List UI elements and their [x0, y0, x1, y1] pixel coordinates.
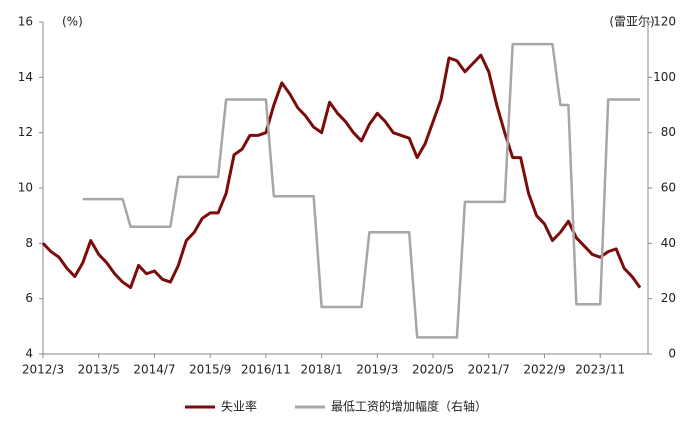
x-tick-label: 2016/11 — [241, 363, 291, 377]
y-tick-label: 6 — [25, 291, 33, 305]
y2-tick-label: 20 — [661, 291, 676, 305]
x-tick-label: 2014/7 — [133, 363, 175, 377]
x-tick-label: 2021/7 — [468, 363, 510, 377]
x-tick-label: 2018/1 — [301, 363, 343, 377]
x-tick-label: 2022/9 — [523, 363, 565, 377]
x-tick-label: 2019/3 — [356, 363, 398, 377]
y2-tick-label: 60 — [661, 181, 676, 195]
y-tick-label: 10 — [18, 181, 33, 195]
y2-tick-label: 0 — [668, 347, 676, 361]
y-tick-label: 4 — [25, 347, 33, 361]
y2-tick-label: 80 — [661, 125, 676, 139]
y-tick-label: 12 — [18, 125, 33, 139]
y2-tick-label: 40 — [661, 236, 676, 250]
x-tick-label: 2015/9 — [189, 363, 231, 377]
y-unit: (%) — [62, 15, 83, 29]
y2-tick-label: 120 — [653, 15, 676, 29]
legend-label: 最低工资的增加幅度（右轴） — [331, 399, 487, 414]
y2-unit: (雷亚尔) — [609, 14, 654, 29]
y-tick-label: 16 — [18, 15, 33, 29]
x-tick-label: 2023/11 — [575, 363, 625, 377]
y2-tick-label: 100 — [653, 70, 676, 84]
x-tick-label: 2013/5 — [78, 363, 120, 377]
y-tick-label: 14 — [18, 70, 33, 84]
x-tick-label: 2012/3 — [22, 363, 64, 377]
series-line — [82, 42, 641, 339]
x-tick-label: 2020/5 — [412, 363, 454, 377]
y-tick-label: 8 — [25, 236, 33, 250]
series-line — [41, 53, 642, 290]
legend-label: 失业率 — [221, 399, 257, 414]
